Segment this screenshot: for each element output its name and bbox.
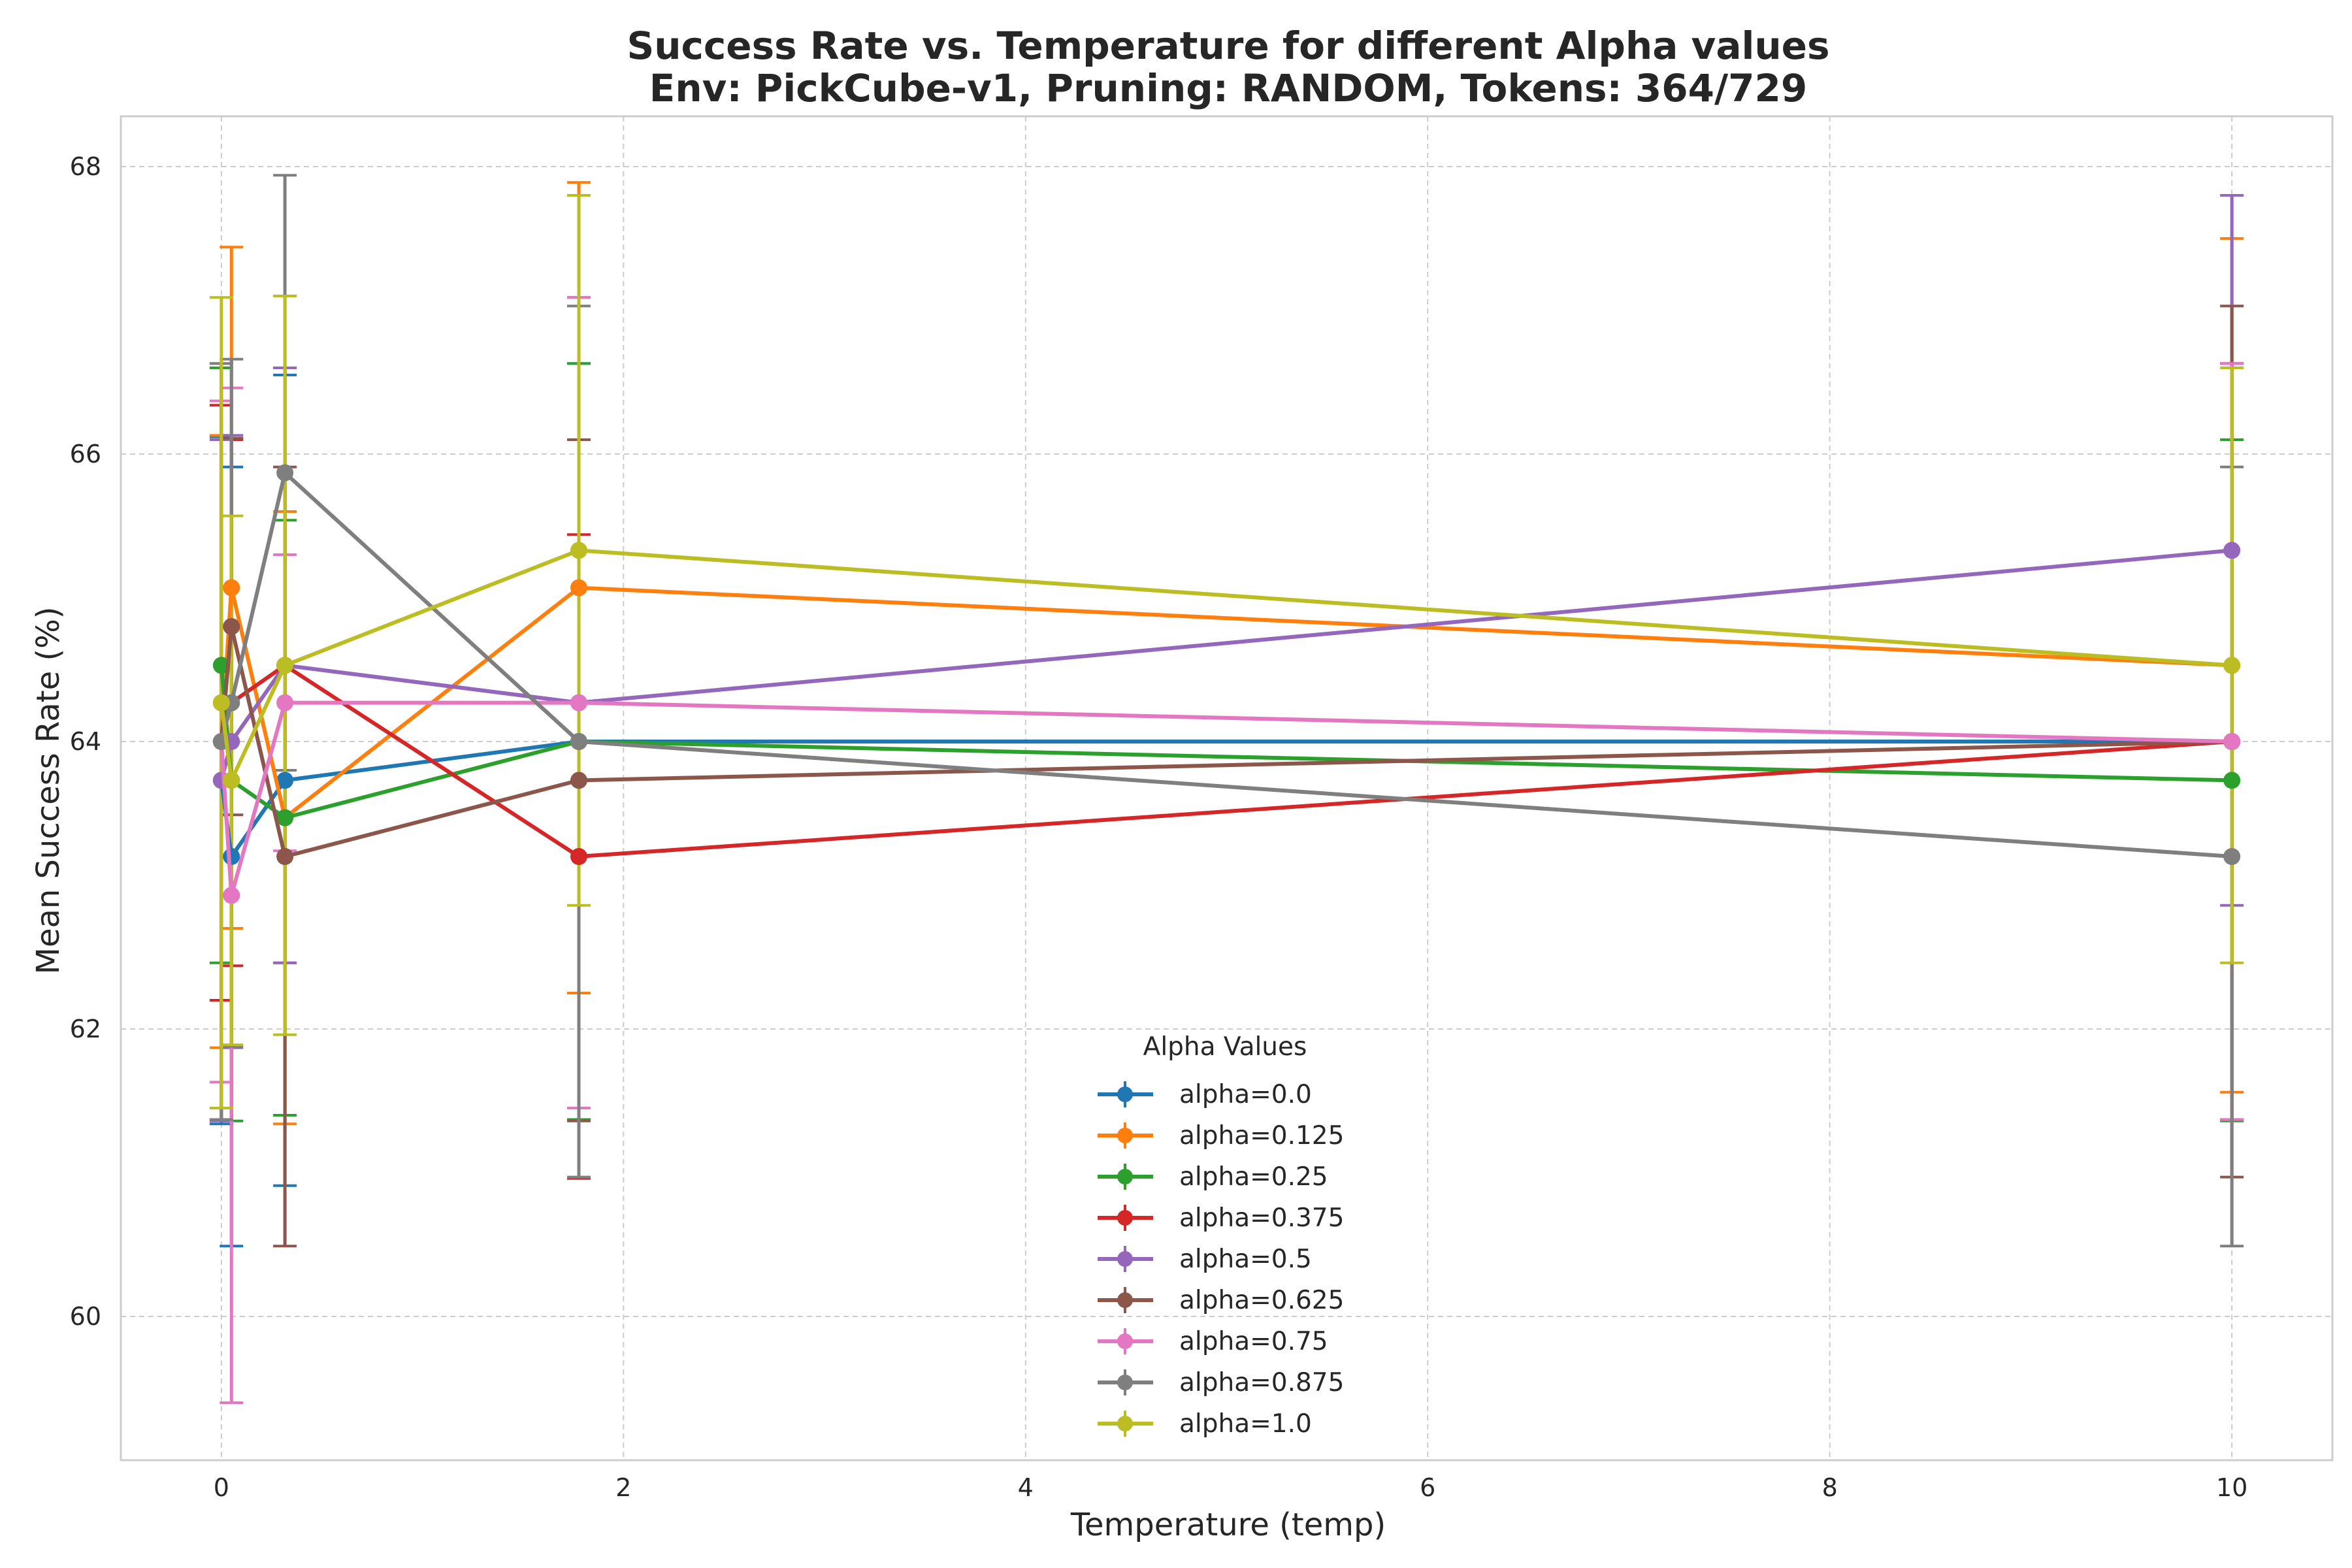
series-line-group: [212, 733, 2241, 865]
data-point: [570, 694, 588, 711]
legend-label: alpha=0.5: [1179, 1245, 1312, 1274]
legend-label: alpha=0.0: [1179, 1080, 1312, 1109]
data-point: [223, 618, 240, 635]
data-point: [2223, 848, 2241, 865]
data-point: [570, 772, 588, 789]
data-point: [276, 657, 294, 674]
plot-frame: [120, 115, 2334, 1462]
y-tick-label: 64: [70, 727, 101, 756]
series-line-group: [212, 542, 2241, 789]
data-point: [276, 464, 294, 482]
data-point: [2223, 772, 2241, 789]
data-point: [570, 733, 588, 750]
series-line: [219, 548, 2232, 783]
legend-swatch-marker: [1117, 1416, 1133, 1431]
data-point: [212, 657, 230, 674]
y-tick-label: 60: [70, 1302, 101, 1331]
series-line-group: [212, 464, 2241, 865]
data-point: [2223, 733, 2241, 750]
series-alpha=0.5: [209, 194, 2244, 1122]
x-tick-label: 0: [214, 1473, 229, 1502]
legend-swatch-marker: [1117, 1251, 1133, 1267]
legend-swatch-marker: [1117, 1169, 1133, 1184]
series-alpha=0.75: [209, 296, 2244, 1404]
x-tick-label: 4: [1018, 1473, 1034, 1502]
legend-swatch-marker: [1117, 1128, 1133, 1143]
series-line: [219, 548, 2232, 781]
series-line: [219, 700, 2232, 898]
data-point: [276, 809, 294, 826]
legend-label: alpha=0.25: [1179, 1162, 1328, 1192]
x-tick-label: 6: [1420, 1473, 1435, 1502]
data-point: [212, 694, 230, 711]
data-point: [2223, 542, 2241, 559]
legend-swatch-marker: [1117, 1292, 1133, 1308]
data-point: [223, 772, 240, 789]
x-tick-label: 8: [1822, 1473, 1838, 1502]
data-point: [276, 772, 294, 789]
x-tick-label: 2: [615, 1473, 631, 1502]
legend-swatch-marker: [1117, 1375, 1133, 1390]
legend-label: alpha=0.875: [1179, 1368, 1344, 1397]
data-point: [223, 848, 240, 865]
x-tick-label: 10: [2216, 1473, 2247, 1502]
legend: Alpha Values alpha=0.0 alpha=0.125 alpha=0.…: [1098, 1032, 1344, 1439]
data-point: [2223, 657, 2241, 674]
series-line: [219, 470, 2232, 858]
series-line: [219, 740, 2232, 858]
data-point: [276, 694, 294, 711]
legend-label: alpha=0.375: [1179, 1203, 1344, 1233]
legend-title: Alpha Values: [1143, 1032, 1307, 1062]
data-point: [223, 887, 240, 904]
data-point: [570, 542, 588, 559]
series-alpha=0.0: [209, 362, 2244, 1248]
chart-title: Success Rate vs. Temperature for differe…: [627, 24, 1829, 68]
legend-swatch-marker: [1117, 1086, 1133, 1102]
legend-label: alpha=0.125: [1179, 1121, 1344, 1151]
y-axis-label: Mean Success Rate (%): [30, 607, 67, 975]
legend-swatch-marker: [1117, 1333, 1133, 1349]
y-tick-label: 66: [70, 440, 101, 468]
data-point: [276, 848, 294, 865]
legend-label: alpha=0.625: [1179, 1286, 1344, 1315]
data-point: [223, 579, 240, 596]
x-axis-label: Temperature (temp): [1070, 1507, 1386, 1543]
y-tick-label: 68: [70, 152, 101, 181]
data-point: [570, 848, 588, 865]
legend-label: alpha=0.75: [1179, 1327, 1328, 1356]
series-line-group: [212, 694, 2241, 904]
chart-subtitle: Env: PickCube-v1, Pruning: RANDOM, Token…: [649, 66, 1807, 110]
y-tick-label: 62: [70, 1015, 101, 1043]
legend-swatch-marker: [1117, 1210, 1133, 1226]
series-line-group: [212, 542, 2241, 789]
series-line-group: [212, 657, 2241, 865]
legend-label: alpha=1.0: [1179, 1409, 1312, 1439]
data-point: [570, 579, 588, 596]
